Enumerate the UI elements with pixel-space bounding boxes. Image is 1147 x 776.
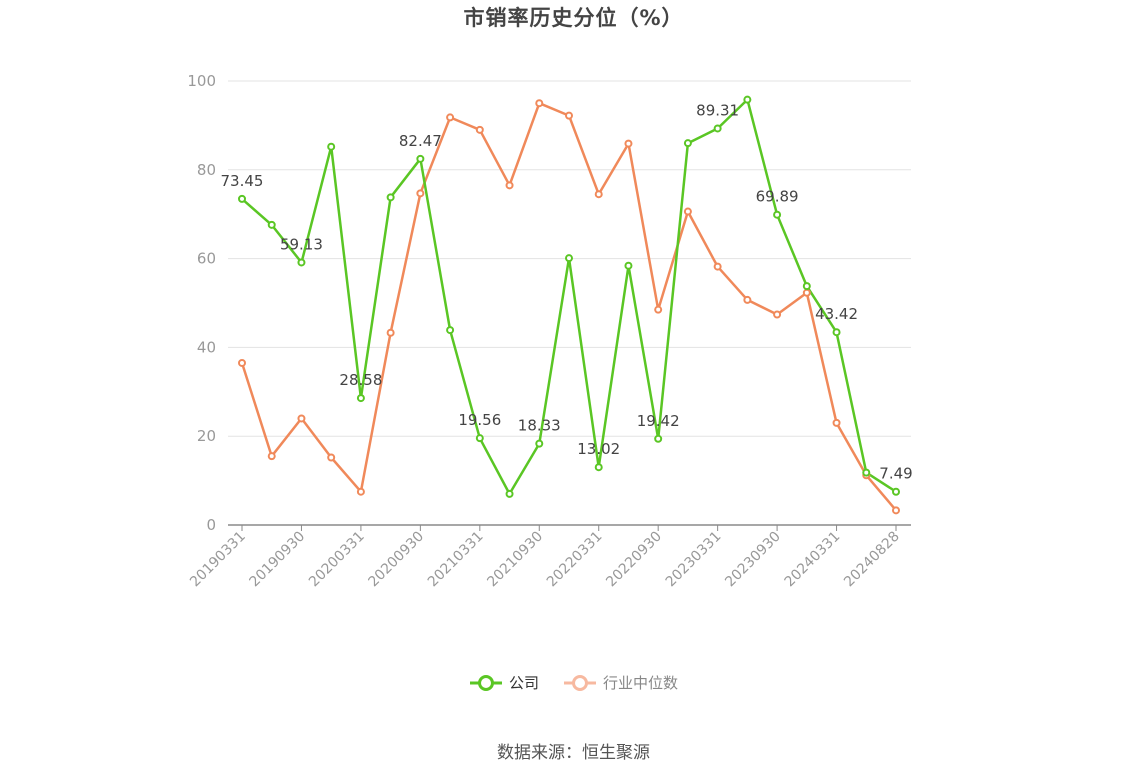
- data-point-company: [565, 254, 573, 263]
- data-point-company: [862, 468, 871, 477]
- legend: 公司 行业中位数: [0, 672, 1147, 693]
- y-tick-label: 100: [187, 72, 216, 90]
- data-point-company: [267, 220, 276, 229]
- series-lines: [240, 98, 897, 512]
- data-point-industry: [238, 358, 246, 367]
- data-point-company: [356, 394, 365, 403]
- source-note: 数据来源：恒生聚源: [497, 743, 650, 763]
- data-label: 69.89: [756, 188, 799, 206]
- x-tick-label: 20190930: [247, 529, 309, 591]
- data-label: 19.56: [458, 411, 501, 429]
- data-point-industry: [505, 181, 514, 190]
- y-tick-label: 40: [197, 338, 216, 356]
- data-point-industry: [743, 295, 752, 304]
- data-point-company: [297, 258, 306, 267]
- y-tick-label: 20: [197, 427, 216, 445]
- data-point-industry: [832, 418, 841, 427]
- data-point-company: [238, 194, 246, 203]
- x-tick-label: 20230331: [663, 529, 725, 591]
- legend-company-label: 公司: [508, 674, 539, 692]
- legend-item-industry[interactable]: 行业中位数: [563, 672, 678, 693]
- data-label: 82.47: [399, 132, 442, 150]
- x-tick-label: 20220930: [603, 529, 665, 591]
- data-point-company: [654, 434, 663, 443]
- data-point-industry: [356, 487, 365, 496]
- data-point-industry: [594, 190, 603, 199]
- legend-company-marker: [469, 674, 502, 691]
- data-point-industry: [535, 99, 544, 108]
- y-tick-label: 80: [197, 161, 216, 179]
- data-point-company: [832, 328, 841, 337]
- data-point-company: [773, 210, 782, 219]
- legend-item-company[interactable]: 公司: [469, 672, 539, 693]
- data-label: 13.02: [577, 440, 620, 458]
- data-label: 28.58: [339, 371, 382, 389]
- x-tick-label: 20240331: [782, 529, 844, 591]
- x-tick-label: 20230930: [722, 529, 784, 591]
- data-point-industry: [386, 328, 395, 337]
- x-axis: 2019033120190930202003312020093020210331…: [187, 524, 911, 591]
- data-point-company: [416, 154, 425, 163]
- x-tick-label: 20200331: [306, 529, 368, 591]
- data-label: 73.45: [221, 172, 264, 190]
- data-label: 59.13: [280, 235, 323, 253]
- data-point-industry: [773, 310, 782, 319]
- y-tick-label: 60: [197, 250, 216, 268]
- x-tick-label: 20210930: [484, 529, 546, 591]
- data-point-industry: [565, 111, 573, 120]
- legend-industry-label: 行业中位数: [603, 674, 679, 692]
- data-point-company: [594, 463, 603, 472]
- series-points: [238, 95, 900, 515]
- data-point-industry: [713, 262, 722, 271]
- data-point-company: [327, 142, 336, 151]
- x-tick-label: 20190331: [187, 529, 249, 591]
- data-labels: 73.45 59.13 28.58 82.47 19.56 18.33 13.02 19.42…: [221, 101, 913, 482]
- y-tick-label: 0: [206, 516, 216, 534]
- data-point-industry: [416, 189, 425, 198]
- data-point-company: [475, 434, 484, 443]
- x-tick-label: 20210331: [425, 529, 487, 591]
- series-line-industry: [240, 101, 897, 512]
- data-label: 18.33: [518, 417, 561, 435]
- data-point-company: [892, 487, 900, 496]
- data-point-company: [713, 124, 722, 133]
- series-line-company: [241, 98, 897, 496]
- data-point-industry: [327, 453, 336, 462]
- data-point-industry: [446, 113, 455, 122]
- chart-title: 市销率历史分位（%）: [463, 6, 684, 30]
- data-label: 43.42: [815, 305, 858, 323]
- legend-industry-marker: [564, 674, 596, 691]
- y-axis-ticks: 0 20 40 60 80 100: [187, 72, 216, 534]
- data-point-company: [446, 326, 455, 335]
- x-tick-label: 20220331: [544, 529, 606, 591]
- data-point-industry: [892, 506, 900, 515]
- data-point-company: [683, 139, 692, 148]
- data-point-industry: [624, 139, 633, 148]
- data-point-industry: [475, 125, 484, 134]
- data-point-company: [535, 439, 544, 448]
- data-point-company: [624, 261, 633, 270]
- data-label: 89.31: [696, 101, 739, 119]
- x-tick-label: 20200930: [365, 529, 427, 591]
- data-point-industry: [802, 288, 811, 297]
- data-label: 19.42: [637, 412, 680, 430]
- data-point-company: [802, 282, 811, 291]
- data-point-industry: [267, 452, 276, 461]
- data-point-industry: [654, 305, 663, 314]
- data-point-company: [505, 489, 514, 498]
- data-point-company: [386, 193, 395, 202]
- data-label: 7.49: [879, 465, 912, 483]
- data-point-industry: [297, 414, 306, 423]
- x-tick-label: 20240828: [841, 529, 903, 591]
- data-point-industry: [683, 207, 692, 216]
- data-point-company: [743, 95, 752, 104]
